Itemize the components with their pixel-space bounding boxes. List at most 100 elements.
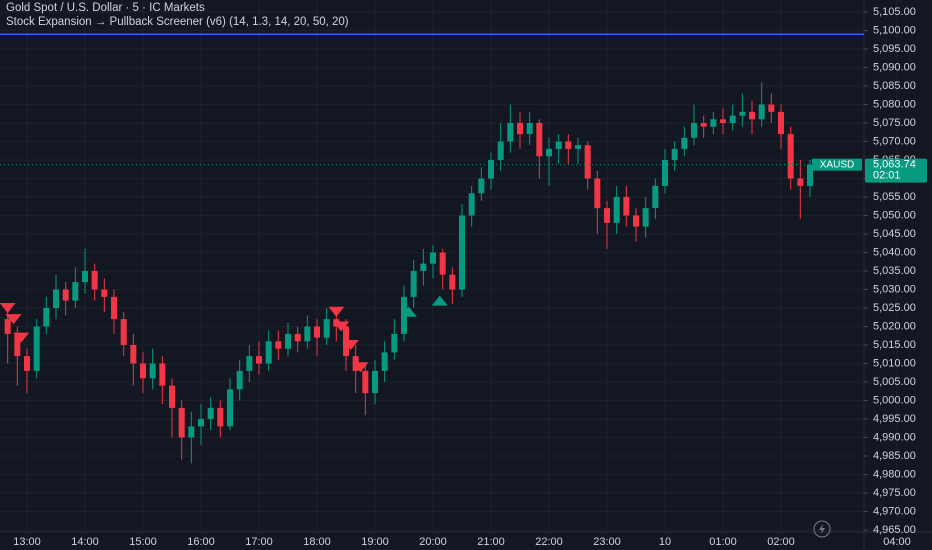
candle-body	[256, 356, 262, 364]
symbol-badge	[812, 158, 862, 171]
y-tick-label: 5,025.00	[873, 302, 916, 314]
y-tick-label: 5,005.00	[873, 376, 916, 388]
sell-signal	[352, 362, 369, 373]
candle-body	[546, 148, 552, 157]
candle-body	[227, 389, 233, 427]
candle-body	[459, 215, 465, 290]
y-tick-label: 5,010.00	[873, 357, 916, 369]
candle-body	[149, 363, 156, 379]
candle-body	[633, 215, 639, 227]
candle-body	[33, 326, 40, 371]
candle-body	[555, 141, 562, 149]
candle-body	[797, 178, 804, 186]
candle-body	[507, 123, 514, 142]
y-tick-label: 4,970.00	[873, 505, 916, 517]
y-tick-label: 5,020.00	[873, 320, 916, 332]
candle-body	[275, 341, 282, 349]
y-tick-label: 5,105.00	[873, 6, 916, 18]
candle-body	[53, 289, 59, 308]
x-tick-label: 21:00	[477, 536, 505, 548]
candle-body	[91, 271, 98, 290]
candle-body	[43, 308, 50, 327]
y-tick-label: 5,070.00	[873, 135, 916, 147]
candle-body	[323, 319, 330, 338]
candle-body	[526, 123, 533, 135]
indicator-label: Stock Expansion → Pullback Screener (v6)…	[6, 16, 349, 28]
candle-body	[623, 197, 630, 216]
candle-body	[159, 363, 166, 386]
candle-body	[430, 252, 436, 264]
y-tick-label: 5,095.00	[873, 43, 916, 55]
candle-body	[391, 333, 398, 353]
candle-body	[662, 160, 668, 186]
candle-body	[362, 370, 369, 394]
x-tick-label: 23:00	[593, 536, 621, 548]
plot	[0, 33, 864, 464]
candle-body	[72, 282, 79, 301]
replay-icon[interactable]	[813, 520, 831, 538]
y-tick-label: 4,995.00	[873, 413, 916, 425]
candle-body	[111, 296, 117, 320]
x-tick-label: 04:00	[883, 536, 911, 548]
candle-body	[265, 341, 272, 364]
candle-body	[604, 208, 610, 223]
candle-body	[807, 164, 813, 186]
x-tick-label: 22:00	[535, 536, 563, 548]
candle-body	[217, 407, 224, 427]
last-price-label: 5,063.74	[873, 159, 916, 171]
y-tick-label: 5,055.00	[873, 191, 916, 203]
sell-signal	[328, 306, 345, 317]
buy-signal	[400, 306, 417, 317]
candle-body	[236, 370, 243, 390]
candle-body	[410, 271, 417, 297]
candle-body	[381, 352, 388, 371]
candle-body	[207, 407, 214, 419]
candle-body	[314, 326, 320, 338]
candle-body	[700, 123, 707, 127]
candle-body	[285, 333, 291, 349]
candle-body	[497, 141, 504, 160]
candle-body	[488, 160, 494, 179]
y-tick-label: 5,045.00	[873, 228, 916, 240]
x-tick-label: 19:00	[361, 536, 389, 548]
x-tick-label: 15:00	[129, 536, 157, 548]
y-tick-label: 5,085.00	[873, 80, 916, 92]
candle-body	[575, 145, 581, 149]
y-tick-label: 4,990.00	[873, 431, 916, 443]
candle-body	[140, 363, 146, 379]
candle-body	[720, 119, 726, 123]
y-tick-label: 4,975.00	[873, 487, 916, 499]
candle-body	[787, 134, 794, 179]
candle-body	[101, 289, 108, 297]
y-tick-label: 5,090.00	[873, 61, 916, 73]
candle-body	[169, 385, 175, 408]
price-badge	[865, 158, 927, 183]
candle-body	[652, 185, 659, 209]
y-tick-label: 5,100.00	[873, 24, 916, 36]
candle-body	[24, 356, 30, 371]
candle-body	[710, 119, 717, 127]
candle-body	[758, 104, 765, 120]
candle-body	[681, 137, 688, 149]
candle-body	[642, 208, 649, 227]
sell-signal	[5, 314, 22, 325]
candle-body	[768, 104, 775, 112]
x-tick-label: 14:00	[71, 536, 99, 548]
y-tick-label: 5,030.00	[873, 283, 916, 295]
candle-body	[14, 333, 21, 357]
candle-body	[613, 197, 620, 223]
candle-body	[188, 426, 195, 438]
candle-body	[120, 319, 127, 345]
candle-body	[536, 123, 543, 157]
symbol-label: XAUSD	[820, 159, 854, 170]
candle-body	[130, 345, 137, 364]
candle-body	[4, 319, 11, 334]
y-tick-label: 4,965.00	[873, 524, 916, 536]
candle-body	[198, 419, 204, 427]
candle-body	[594, 178, 601, 209]
sell-signal	[333, 321, 350, 332]
x-tick-label: 01:00	[709, 536, 737, 548]
x-tick-label: 10	[659, 536, 671, 548]
y-tick-label: 5,035.00	[873, 265, 916, 277]
candle-body	[729, 115, 736, 123]
